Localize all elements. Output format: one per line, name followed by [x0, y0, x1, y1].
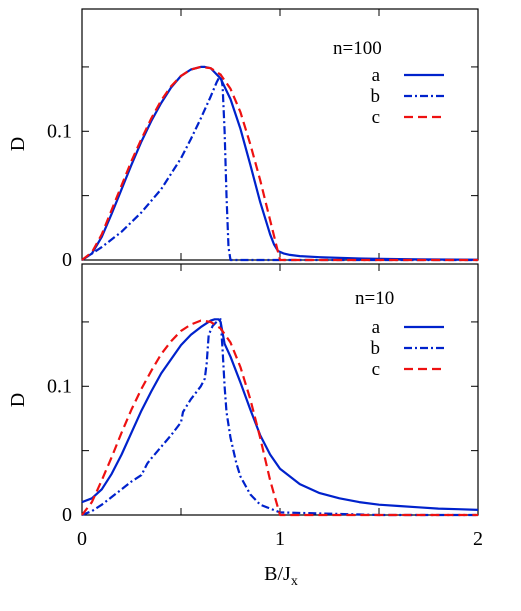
y-axis-label-bottom: D	[7, 393, 29, 407]
legend-top: abc	[371, 65, 444, 128]
series-line-a	[81, 318, 479, 511]
panel-annotation-bottom: n=10	[355, 288, 394, 309]
x-tick-label: 2	[473, 528, 483, 550]
plot-frame-top	[81, 8, 479, 261]
x-tick-label: 1	[275, 528, 285, 550]
legend-label-a: a	[372, 317, 381, 338]
curves-top	[81, 65, 479, 262]
y-tick-label: 0	[62, 504, 72, 526]
x-tick-label: 0	[77, 528, 87, 550]
x-axis-label: B/Jx	[264, 563, 298, 589]
plot-frame-bottom	[81, 263, 479, 516]
legend-label-a: a	[372, 65, 381, 86]
series-line-a	[81, 65, 479, 261]
legend-label-c: c	[372, 107, 380, 128]
legend-label-b: b	[371, 86, 381, 107]
series-line-c	[81, 65, 478, 262]
legend-bottom: abc	[371, 317, 444, 380]
legend-label-b: b	[371, 338, 381, 359]
panel-top: D n=100 00.1 abc	[7, 8, 479, 271]
panel-annotation-top: n=100	[333, 38, 382, 59]
series-line-c	[81, 319, 478, 517]
ticks-bottom: 0 0.1 0 1 2	[47, 264, 483, 550]
y-axis-label-top: D	[7, 137, 29, 151]
y-tick-label: 0.1	[47, 375, 72, 397]
ticks-top: 00.1	[47, 9, 479, 271]
series-line-b	[81, 73, 478, 262]
y-tick-label: 0	[62, 249, 72, 271]
y-tick-label: 0.1	[47, 120, 72, 142]
curves-bottom	[81, 318, 479, 517]
series-line-b	[81, 318, 478, 517]
panel-bottom: D n=10 0 0.1 0 1 2 abc	[7, 263, 483, 550]
legend-label-c: c	[372, 359, 380, 380]
